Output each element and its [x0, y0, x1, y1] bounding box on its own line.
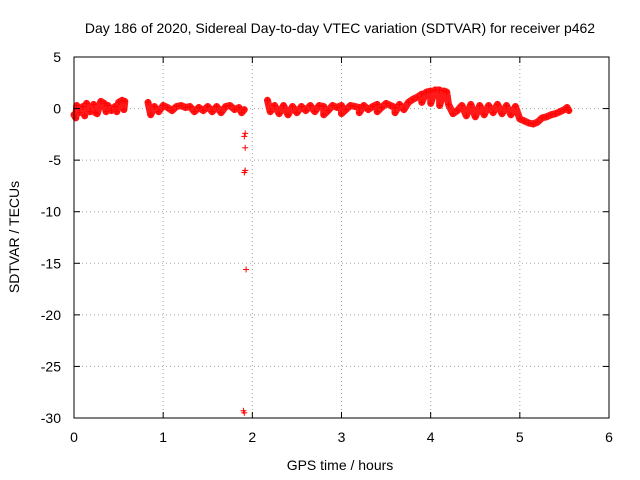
y-tick-label: 5	[53, 49, 61, 65]
y-tick-label: -25	[41, 358, 61, 374]
x-tick-label: 2	[248, 429, 256, 445]
y-axis-label: SDTVAR / TECUs	[6, 181, 22, 293]
data-point	[241, 409, 248, 416]
data-point	[242, 130, 249, 137]
x-tick-label: 4	[427, 429, 435, 445]
data-band	[264, 86, 573, 128]
x-tick-label: 0	[70, 429, 78, 445]
data-point	[242, 144, 249, 151]
data-band	[70, 96, 129, 122]
axis-ticks	[73, 56, 610, 419]
x-tick-label: 6	[605, 429, 613, 445]
y-tick-label: -15	[41, 255, 61, 271]
x-tick-label: 3	[338, 429, 346, 445]
y-tick-label: -10	[41, 204, 61, 220]
y-tick-label: 0	[53, 101, 61, 117]
x-tick-label: 5	[516, 429, 524, 445]
data-point	[241, 169, 248, 176]
tick-labels: 0 1 2 3 4 5 6 5 0 -5 -10 -15 -20 -25 -30	[41, 49, 613, 445]
chart-title: Day 186 of 2020, Sidereal Day-to-day VTE…	[85, 20, 595, 36]
data-band	[144, 98, 248, 119]
y-tick-label: -30	[41, 410, 61, 426]
y-tick-label: -20	[41, 307, 61, 323]
data-point	[243, 266, 250, 273]
data-series-sdtvar	[70, 86, 573, 416]
y-tick-label: -5	[49, 152, 62, 168]
x-axis-label: GPS time / hours	[287, 457, 394, 473]
data-point	[241, 133, 248, 140]
x-tick-label: 1	[159, 429, 167, 445]
